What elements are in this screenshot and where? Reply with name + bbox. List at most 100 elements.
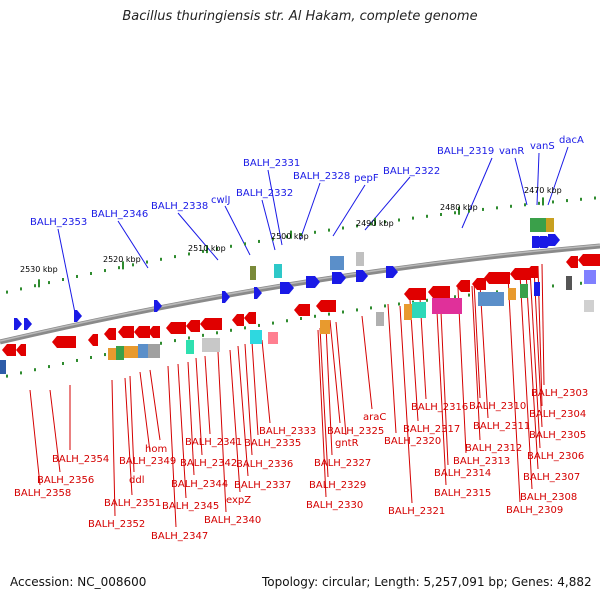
gene-label-balh-2345[interactable]: BALH_2345 (162, 501, 219, 512)
gene-label-balh-2308[interactable]: BALH_2308 (520, 492, 577, 503)
tick-dot-upper (34, 284, 36, 288)
gene-block (124, 346, 138, 358)
gene-label-balh-2310[interactable]: BALH_2310 (469, 401, 526, 412)
gene-label-balh-2332[interactable]: BALH_2332 (236, 188, 293, 199)
leader-line-forward (332, 184, 366, 237)
gene-label-balh-2351[interactable]: BALH_2351 (104, 498, 161, 509)
leader-line-reverse (244, 343, 253, 456)
gene-label-balh-2352[interactable]: BALH_2352 (88, 519, 145, 530)
gene-label-balh-2314[interactable]: BALH_2314 (434, 468, 491, 479)
gene-label-balh-2319[interactable]: BALH_2319 (437, 146, 494, 157)
gene-label-balh-2342[interactable]: BALH_2342 (180, 458, 237, 469)
gene-label-ddl[interactable]: ddl (129, 475, 144, 486)
gene-label-hom[interactable]: hom (145, 444, 167, 455)
tick-dot-lower (48, 365, 50, 369)
tick-dot-upper (482, 207, 484, 211)
gene-label-balh-2315[interactable]: BALH_2315 (434, 488, 491, 499)
gene-label-balh-2358[interactable]: BALH_2358 (14, 488, 71, 499)
gene-label-balh-2312[interactable]: BALH_2312 (465, 443, 522, 454)
gene-label-vans[interactable]: vanS (530, 141, 555, 152)
gene-label-balh-2353[interactable]: BALH_2353 (30, 217, 87, 228)
gene-arrow-reverse (456, 280, 470, 292)
gene-label-balh-2304[interactable]: BALH_2304 (529, 409, 586, 420)
gene-label-balh-2347[interactable]: BALH_2347 (151, 531, 208, 542)
gene-label-balh-2336[interactable]: BALH_2336 (236, 459, 293, 470)
tick-dot-lower (244, 326, 246, 330)
gene-label-vanr[interactable]: vanR (499, 146, 524, 157)
gene-label-balh-2333[interactable]: BALH_2333 (259, 426, 316, 437)
gene-label-pepf[interactable]: pepF (354, 173, 379, 184)
gene-label-balh-2320[interactable]: BALH_2320 (384, 436, 441, 447)
gene-label-balh-2305[interactable]: BALH_2305 (529, 430, 586, 441)
gene-label-balh-2341[interactable]: BALH_2341 (185, 437, 242, 448)
gene-label-balh-2303[interactable]: BALH_2303 (531, 388, 588, 399)
gene-label-balh-2317[interactable]: BALH_2317 (403, 424, 460, 435)
scale-label-2480: 2480 kbp (440, 203, 478, 212)
leader-line-forward (267, 169, 283, 246)
tick-dot-upper (202, 249, 204, 253)
gene-arrow-reverse (578, 254, 600, 266)
leader-line-reverse (195, 357, 203, 456)
gene-label-balh-2316[interactable]: BALH_2316 (411, 402, 468, 413)
leader-line-reverse (529, 269, 541, 449)
gene-arrow-reverse (134, 326, 150, 338)
gene-label-balh-2335[interactable]: BALH_2335 (244, 438, 301, 449)
gene-label-balh-2325[interactable]: BALH_2325 (327, 426, 384, 437)
tick-dot-lower (34, 368, 36, 372)
gene-label-balh-2338[interactable]: BALH_2338 (151, 201, 208, 212)
gene-arrow-reverse (166, 322, 186, 334)
gene-label-balh-2313[interactable]: BALH_2313 (453, 456, 510, 467)
leader-line-forward (461, 157, 493, 229)
tick-dot-upper (328, 228, 330, 232)
tick-major (458, 206, 460, 215)
leader-line-reverse (187, 361, 195, 476)
gene-label-balh-2309[interactable]: BALH_2309 (506, 505, 563, 516)
gene-block (138, 344, 148, 358)
gene-label-balh-2322[interactable]: BALH_2322 (383, 166, 440, 177)
gene-block (508, 288, 516, 300)
gene-label-balh-2349[interactable]: BALH_2349 (119, 456, 176, 467)
gene-arrow-reverse (244, 312, 256, 324)
gene-label-balh-2346[interactable]: BALH_2346 (91, 209, 148, 220)
gene-label-balh-2311[interactable]: BALH_2311 (473, 421, 530, 432)
gene-label-gntr[interactable]: gntR (335, 438, 359, 449)
gene-label-balh-2328[interactable]: BALH_2328 (293, 171, 350, 182)
gene-label-balh-2356[interactable]: BALH_2356 (37, 475, 94, 486)
tick-dot-upper (216, 247, 218, 251)
leader-line-reverse (479, 283, 489, 419)
gene-arrow-reverse (526, 266, 538, 278)
leader-line-reverse (329, 319, 341, 424)
gene-label-balh-2306[interactable]: BALH_2306 (527, 451, 584, 462)
leader-line-reverse (399, 305, 413, 504)
leader-line-reverse (439, 289, 449, 466)
gene-label-balh-2321[interactable]: BALH_2321 (388, 506, 445, 517)
map-title: Bacillus thuringiensis str. Al Hakam, co… (122, 9, 478, 24)
gene-label-balh-2340[interactable]: BALH_2340 (204, 515, 261, 526)
gene-block (330, 256, 344, 270)
tick-dot-lower (300, 317, 302, 320)
gene-label-balh-2344[interactable]: BALH_2344 (171, 479, 228, 490)
gene-arrow-reverse (16, 344, 26, 356)
tick-dot-upper (342, 226, 344, 230)
leader-line-forward (547, 146, 569, 206)
tick-dot-upper (412, 216, 414, 220)
gene-block (432, 298, 462, 314)
gene-label-arac[interactable]: araC (363, 412, 386, 423)
gene-block (412, 302, 426, 318)
gene-glyphs (0, 218, 600, 374)
leader-line-reverse (473, 281, 481, 399)
gene-label-balh-2337[interactable]: BALH_2337 (234, 480, 291, 491)
tick-dot-lower (90, 355, 92, 359)
gene-label-balh-2307[interactable]: BALH_2307 (523, 472, 580, 483)
gene-label-balh-2331[interactable]: BALH_2331 (243, 158, 300, 169)
gene-label-expz[interactable]: expZ (226, 495, 251, 506)
gene-label-cwlj[interactable]: cwlJ (211, 195, 230, 206)
tick-dot-upper (314, 230, 316, 234)
gene-label-balh-2329[interactable]: BALH_2329 (309, 480, 366, 491)
leader-line-reverse (525, 271, 539, 470)
gene-label-balh-2354[interactable]: BALH_2354 (52, 454, 109, 465)
gene-label-balh-2327[interactable]: BALH_2327 (314, 458, 371, 469)
gene-label-daca[interactable]: dacA (559, 135, 584, 146)
gene-label-balh-2330[interactable]: BALH_2330 (306, 500, 363, 511)
gene-block (202, 338, 220, 352)
